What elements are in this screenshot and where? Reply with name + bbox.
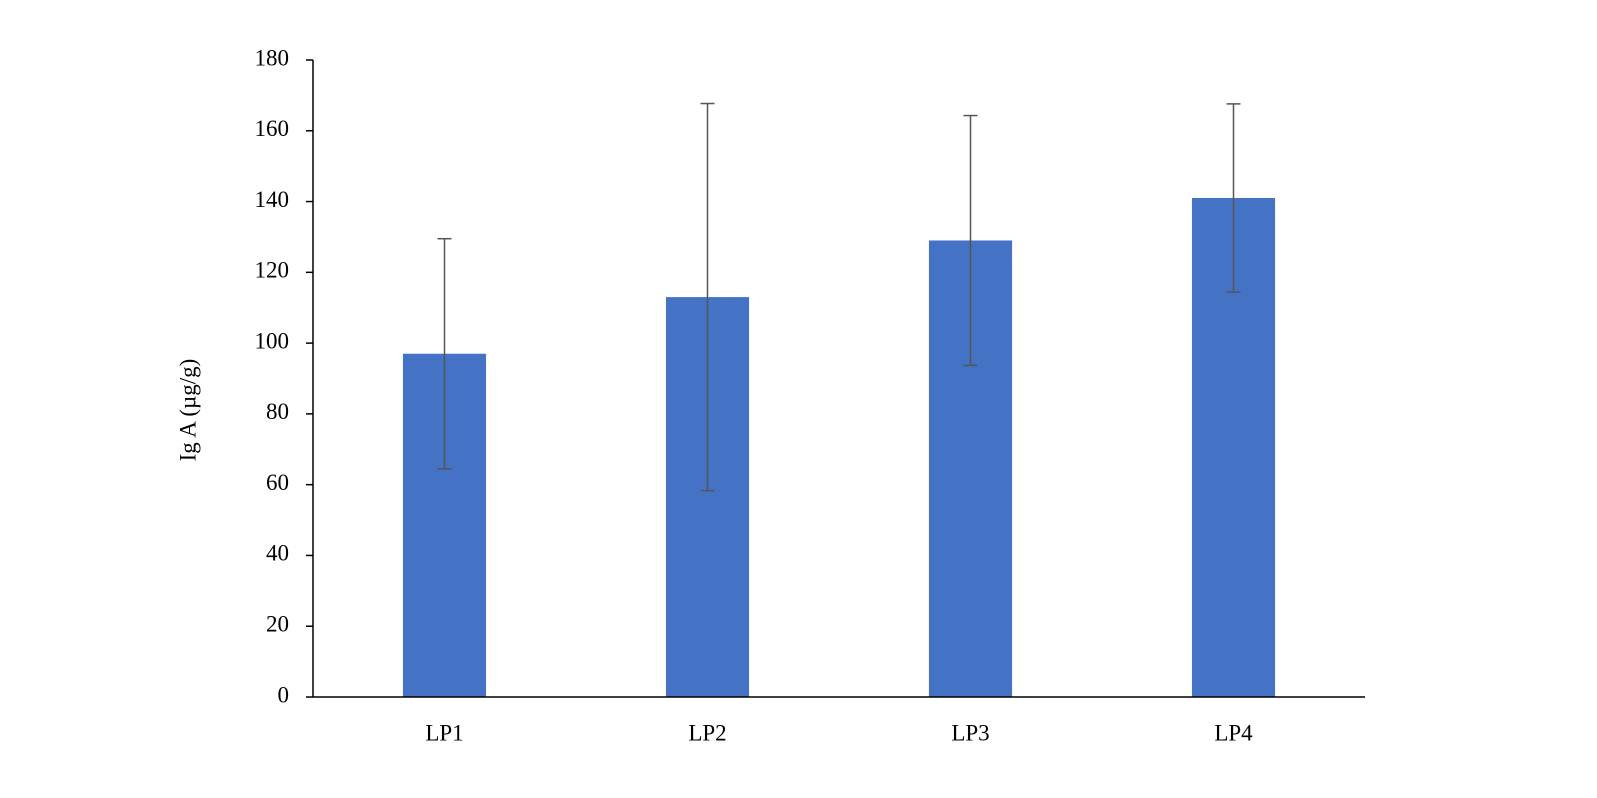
y-tick-label: 40 — [266, 541, 289, 566]
x-tick-label: LP4 — [1214, 720, 1253, 745]
y-axis-label: Ig A (µg/g) — [175, 359, 200, 462]
y-tick-label: 60 — [266, 470, 289, 495]
y-tick-label: 100 — [255, 328, 290, 353]
y-tick-label: 80 — [266, 399, 289, 424]
x-tick-label: LP1 — [425, 720, 463, 745]
y-tick-label: 180 — [255, 45, 290, 70]
y-tick-label: 0 — [278, 682, 290, 707]
y-tick-label: 140 — [255, 187, 290, 212]
y-tick-label: 120 — [255, 258, 290, 283]
y-tick-label: 160 — [255, 116, 290, 141]
y-tick-label: 20 — [266, 612, 289, 637]
x-tick-label: LP2 — [688, 720, 726, 745]
x-tick-label: LP3 — [951, 720, 989, 745]
